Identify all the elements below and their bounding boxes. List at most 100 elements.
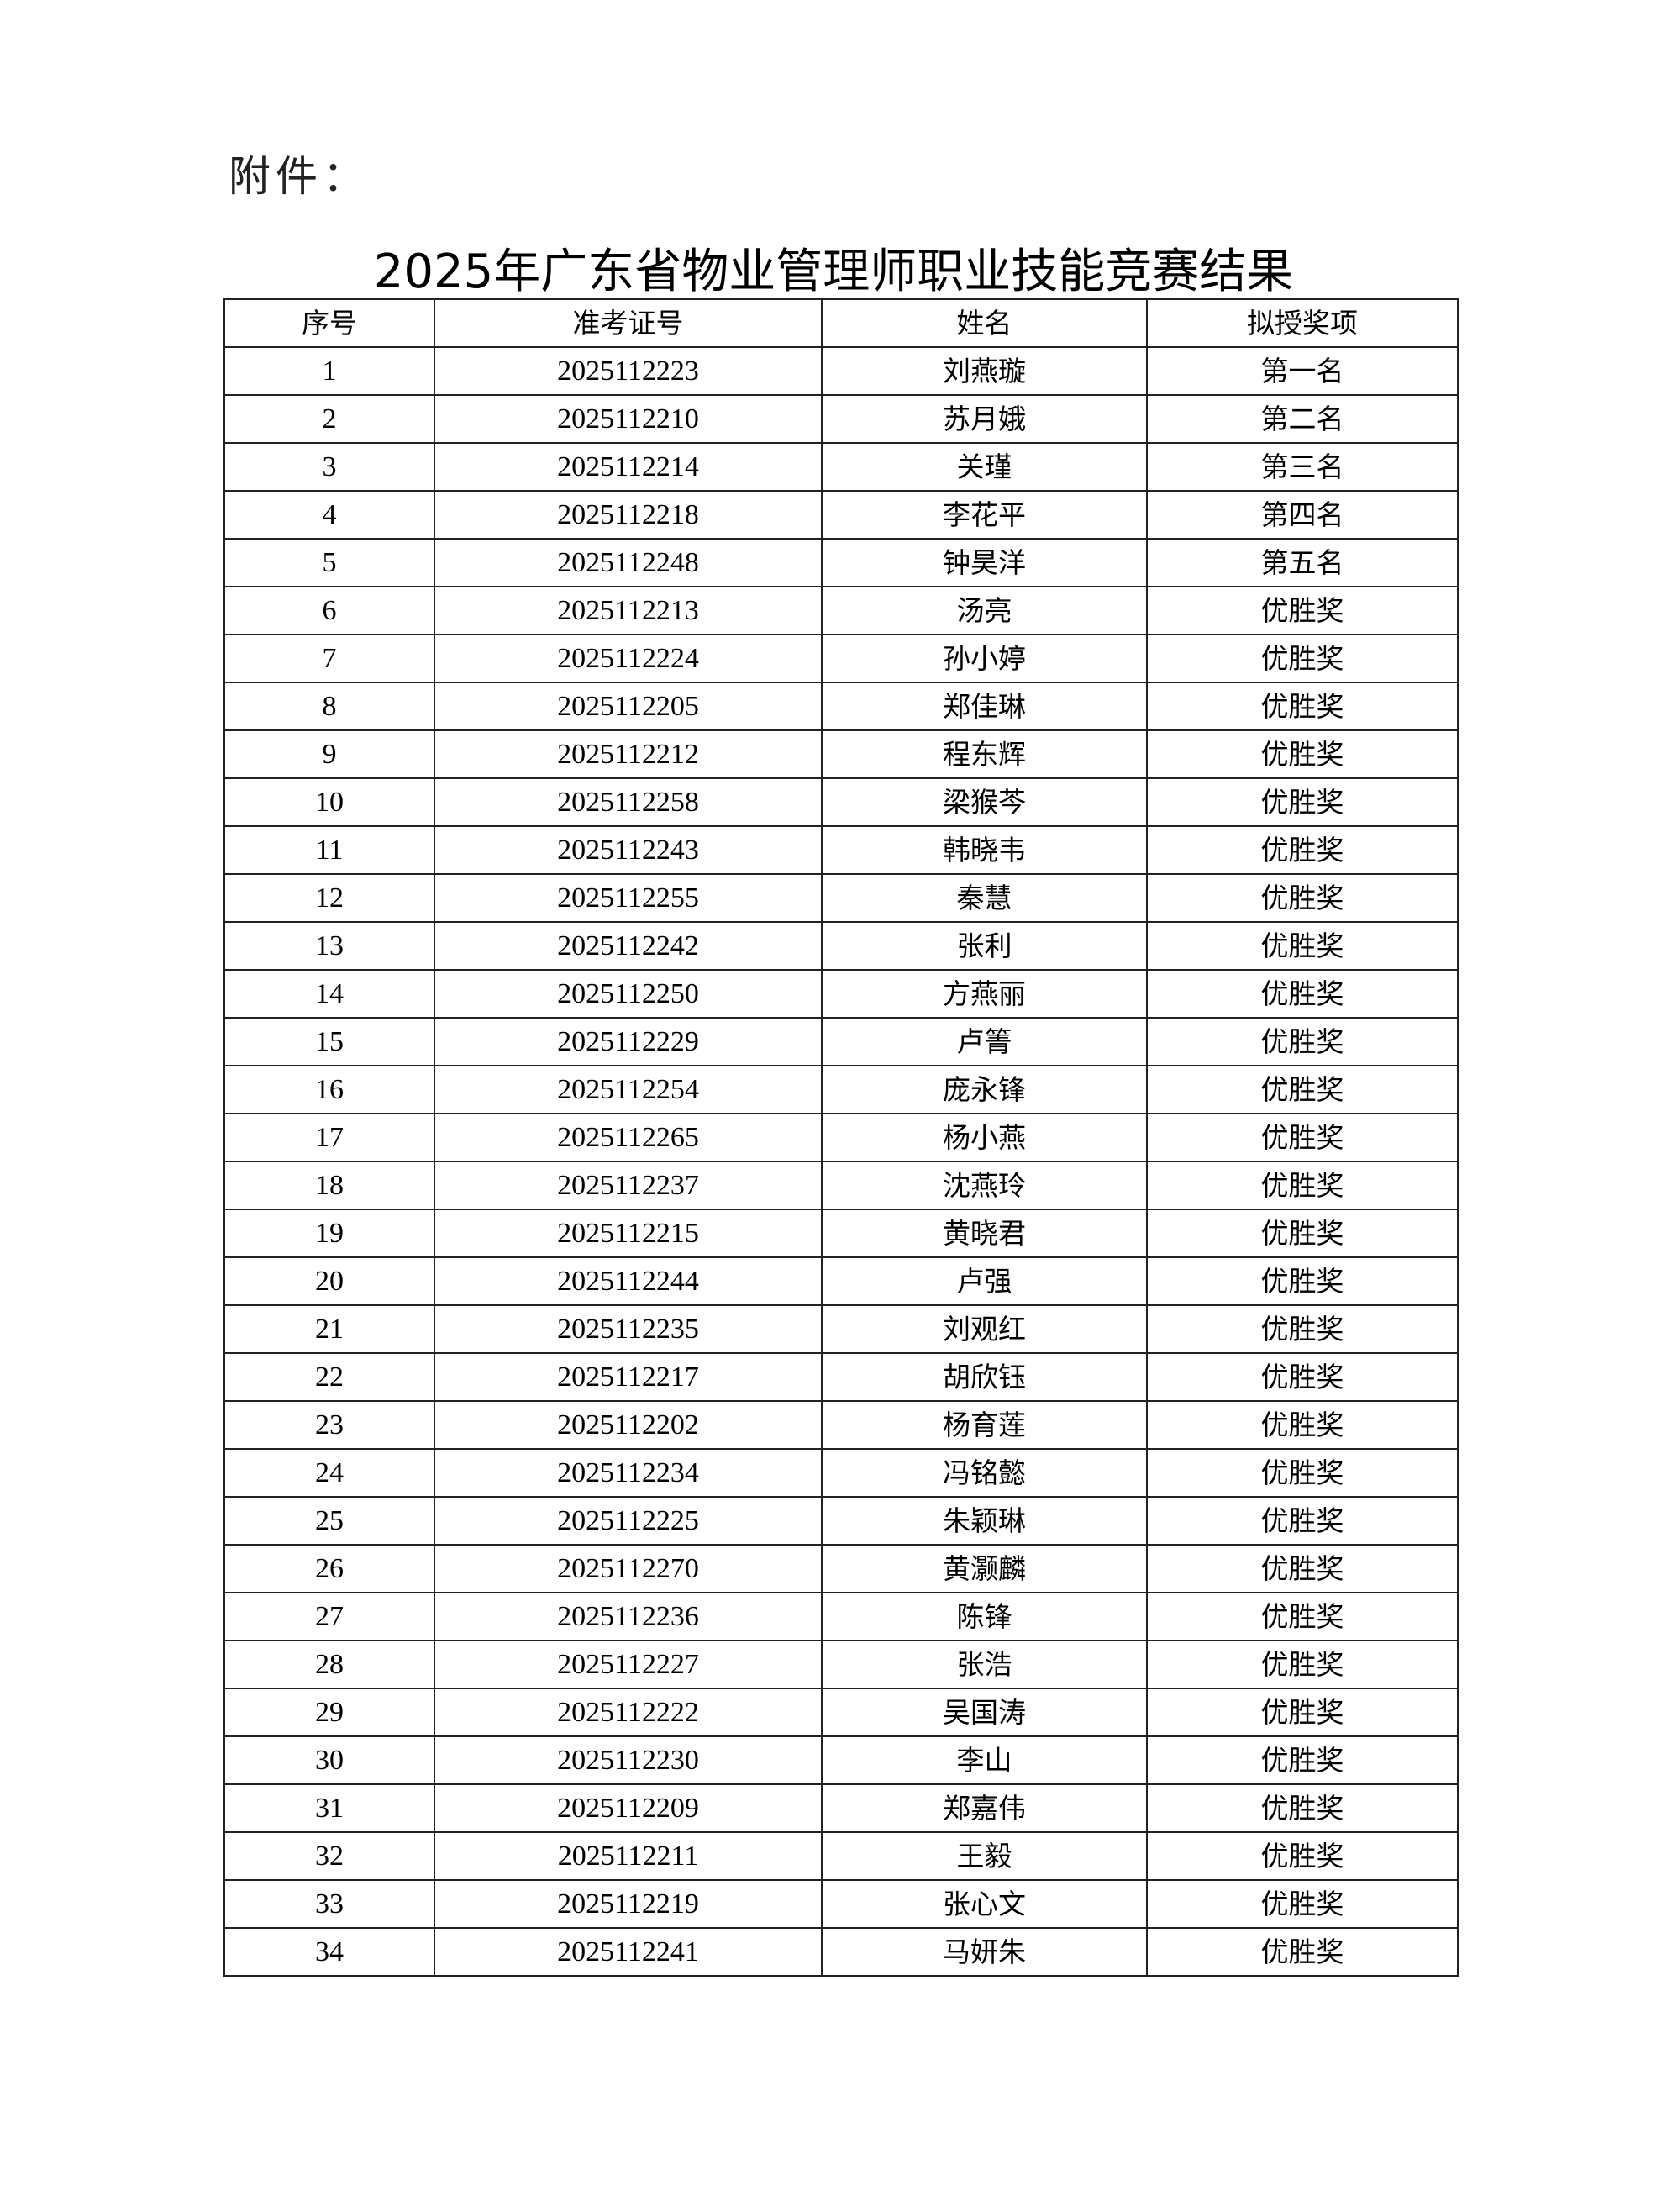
cell-award: 优胜奖 — [1146, 586, 1459, 635]
cell-name: 刘燕璇 — [821, 346, 1148, 396]
cell-name: 庞永锋 — [821, 1065, 1148, 1114]
cell-name: 李花平 — [821, 490, 1148, 540]
table-row: 5 2025112248 钟昊洋 第五名 — [223, 538, 1459, 587]
cell-index: 28 — [223, 1640, 435, 1689]
table-row: 12 2025112255 秦慧 优胜奖 — [223, 873, 1459, 923]
cell-award: 优胜奖 — [1146, 1400, 1459, 1450]
cell-index: 2 — [223, 394, 435, 444]
cell-name: 朱颖琳 — [821, 1496, 1148, 1546]
cell-index: 31 — [223, 1783, 435, 1833]
cell-award: 第二名 — [1146, 394, 1459, 444]
cell-exam-id: 2025112215 — [434, 1209, 823, 1258]
cell-name: 张浩 — [821, 1640, 1148, 1689]
cell-exam-id: 2025112270 — [434, 1544, 823, 1593]
cell-name: 汤亮 — [821, 586, 1148, 635]
cell-award: 优胜奖 — [1146, 777, 1459, 827]
cell-name: 卢强 — [821, 1256, 1148, 1306]
cell-name: 方燕丽 — [821, 969, 1148, 1019]
cell-index: 21 — [223, 1304, 435, 1354]
cell-award: 优胜奖 — [1146, 1304, 1459, 1354]
cell-award: 优胜奖 — [1146, 969, 1459, 1019]
table-row: 33 2025112219 张心文 优胜奖 — [223, 1879, 1459, 1929]
cell-name: 郑佳琳 — [821, 682, 1148, 731]
header-exam-id: 准考证号 — [434, 298, 823, 348]
cell-name: 马妍朱 — [821, 1927, 1148, 1977]
cell-exam-id: 2025112241 — [434, 1927, 823, 1977]
cell-name: 秦慧 — [821, 873, 1148, 923]
table-row: 16 2025112254 庞永锋 优胜奖 — [223, 1065, 1459, 1114]
cell-exam-id: 2025112223 — [434, 346, 823, 396]
cell-index: 3 — [223, 442, 435, 492]
cell-index: 30 — [223, 1735, 435, 1785]
cell-exam-id: 2025112225 — [434, 1496, 823, 1546]
cell-index: 16 — [223, 1065, 435, 1114]
cell-award: 优胜奖 — [1146, 729, 1459, 779]
cell-exam-id: 2025112212 — [434, 729, 823, 779]
cell-name: 沈燕玲 — [821, 1161, 1148, 1210]
table-row: 30 2025112230 李山 优胜奖 — [223, 1735, 1459, 1785]
cell-award: 优胜奖 — [1146, 1017, 1459, 1066]
cell-name: 钟昊洋 — [821, 538, 1148, 587]
table-row: 32 2025112211 王毅 优胜奖 — [223, 1831, 1459, 1881]
cell-name: 梁猴芩 — [821, 777, 1148, 827]
cell-exam-id: 2025112236 — [434, 1592, 823, 1641]
cell-exam-id: 2025112250 — [434, 969, 823, 1019]
table-row: 10 2025112258 梁猴芩 优胜奖 — [223, 777, 1459, 827]
cell-award: 优胜奖 — [1146, 1735, 1459, 1785]
results-table: 序号 准考证号 姓名 拟授奖项 1 2025112223 刘燕璇 第一名 2 202511… — [223, 298, 1459, 1977]
table-row: 18 2025112237 沈燕玲 优胜奖 — [223, 1161, 1459, 1210]
table-row: 11 2025112243 韩晓韦 优胜奖 — [223, 825, 1459, 875]
cell-name: 李山 — [821, 1735, 1148, 1785]
cell-name: 卢箐 — [821, 1017, 1148, 1066]
table-row: 20 2025112244 卢强 优胜奖 — [223, 1256, 1459, 1306]
table-row: 15 2025112229 卢箐 优胜奖 — [223, 1017, 1459, 1066]
table-row: 22 2025112217 胡欣钰 优胜奖 — [223, 1352, 1459, 1402]
cell-index: 8 — [223, 682, 435, 731]
cell-award: 优胜奖 — [1146, 1352, 1459, 1402]
cell-name: 刘观红 — [821, 1304, 1148, 1354]
table-header-row: 序号 准考证号 姓名 拟授奖项 — [223, 298, 1459, 348]
cell-award: 优胜奖 — [1146, 873, 1459, 923]
cell-award: 优胜奖 — [1146, 825, 1459, 875]
cell-award: 优胜奖 — [1146, 1209, 1459, 1258]
cell-exam-id: 2025112254 — [434, 1065, 823, 1114]
cell-index: 29 — [223, 1688, 435, 1737]
cell-index: 32 — [223, 1831, 435, 1881]
cell-name: 胡欣钰 — [821, 1352, 1148, 1402]
cell-exam-id: 2025112209 — [434, 1783, 823, 1833]
cell-name: 关瑾 — [821, 442, 1148, 492]
table-row: 26 2025112270 黄灏麟 优胜奖 — [223, 1544, 1459, 1593]
cell-index: 5 — [223, 538, 435, 587]
cell-exam-id: 2025112211 — [434, 1831, 823, 1881]
cell-exam-id: 2025112255 — [434, 873, 823, 923]
cell-index: 22 — [223, 1352, 435, 1402]
cell-exam-id: 2025112237 — [434, 1161, 823, 1210]
cell-name: 孙小婷 — [821, 634, 1148, 683]
cell-exam-id: 2025112235 — [434, 1304, 823, 1354]
header-name: 姓名 — [821, 298, 1148, 348]
table-row: 2 2025112210 苏月娥 第二名 — [223, 394, 1459, 444]
cell-index: 23 — [223, 1400, 435, 1450]
table-row: 24 2025112234 冯铭懿 优胜奖 — [223, 1448, 1459, 1498]
page-title: 2025年广东省物业管理师职业技能竞赛结果 — [373, 245, 1294, 299]
cell-name: 黄灏麟 — [821, 1544, 1148, 1593]
table-row: 27 2025112236 陈锋 优胜奖 — [223, 1592, 1459, 1641]
cell-award: 第五名 — [1146, 538, 1459, 587]
table-row: 4 2025112218 李花平 第四名 — [223, 490, 1459, 540]
table-row: 14 2025112250 方燕丽 优胜奖 — [223, 969, 1459, 1019]
cell-award: 优胜奖 — [1146, 634, 1459, 683]
cell-index: 19 — [223, 1209, 435, 1258]
cell-name: 韩晓韦 — [821, 825, 1148, 875]
cell-index: 26 — [223, 1544, 435, 1593]
cell-index: 10 — [223, 777, 435, 827]
cell-exam-id: 2025112217 — [434, 1352, 823, 1402]
cell-name: 苏月娥 — [821, 394, 1148, 444]
cell-index: 18 — [223, 1161, 435, 1210]
cell-award: 优胜奖 — [1146, 1065, 1459, 1114]
cell-award: 优胜奖 — [1146, 1640, 1459, 1689]
cell-award: 优胜奖 — [1146, 1927, 1459, 1977]
table-row: 8 2025112205 郑佳琳 优胜奖 — [223, 682, 1459, 731]
cell-name: 黄晓君 — [821, 1209, 1148, 1258]
cell-award: 第三名 — [1146, 442, 1459, 492]
table-row: 13 2025112242 张利 优胜奖 — [223, 921, 1459, 971]
